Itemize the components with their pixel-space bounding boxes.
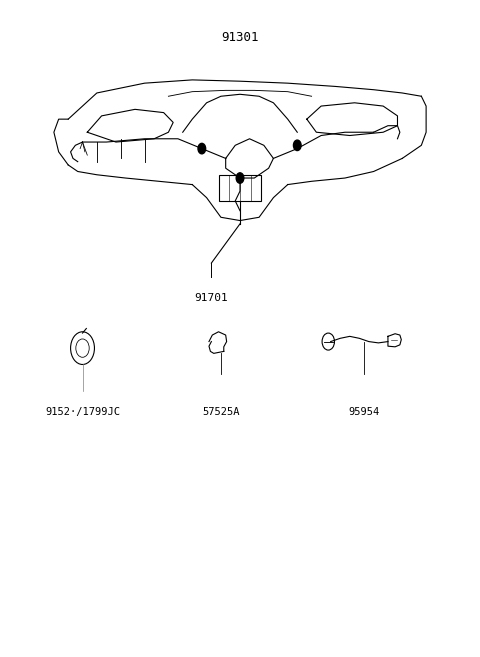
Bar	[218, 175, 262, 201]
Text: 9152·/1799JC: 9152·/1799JC	[45, 407, 120, 417]
Text: 57525A: 57525A	[202, 407, 240, 417]
Circle shape	[236, 173, 244, 183]
Text: 91701: 91701	[194, 292, 228, 302]
Circle shape	[293, 140, 301, 150]
Circle shape	[198, 143, 205, 154]
Text: 95954: 95954	[348, 407, 380, 417]
Text: 91301: 91301	[221, 31, 259, 44]
